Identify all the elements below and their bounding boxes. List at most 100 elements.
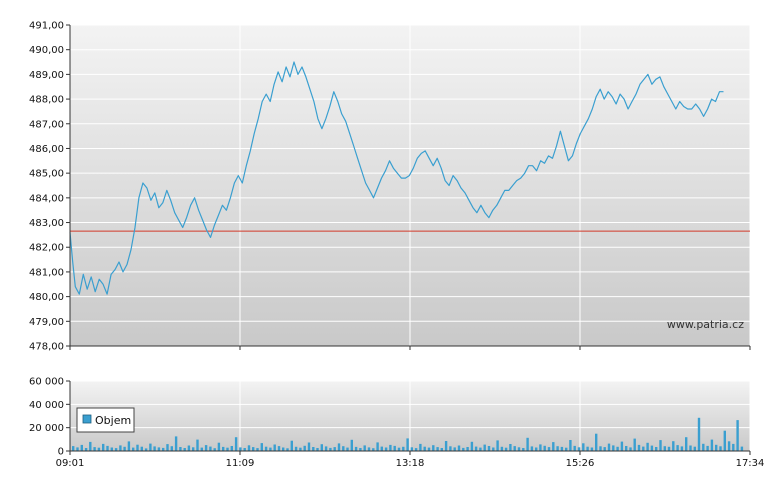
volume-bar bbox=[174, 436, 178, 451]
volume-bar bbox=[132, 447, 135, 451]
volume-bar bbox=[667, 446, 671, 451]
volume-bar bbox=[316, 448, 319, 451]
volume-bar bbox=[616, 446, 619, 451]
volume-bar bbox=[449, 446, 452, 451]
volume-bar bbox=[84, 448, 88, 451]
volume-bar bbox=[136, 444, 139, 451]
volume-bar bbox=[127, 441, 131, 451]
volume-bar bbox=[239, 447, 242, 451]
price-panel: 491,00 490,00 489,00 488,00 487,00 486,00 485,… bbox=[29, 21, 751, 353]
volume-bar bbox=[565, 447, 568, 451]
volume-bar bbox=[453, 447, 456, 451]
volume-bar bbox=[702, 443, 705, 451]
watermark: www.patria.cz bbox=[667, 318, 744, 331]
volume-bar bbox=[736, 420, 739, 451]
volume-bar bbox=[363, 445, 366, 451]
volume-bar bbox=[414, 448, 418, 451]
volume-bar bbox=[663, 446, 666, 451]
volume-bar bbox=[710, 439, 714, 451]
volume-bar bbox=[282, 447, 285, 451]
volume-bar bbox=[89, 441, 92, 451]
volume-bar bbox=[633, 438, 636, 451]
volume-bar bbox=[72, 446, 75, 451]
volume-bar bbox=[354, 446, 358, 451]
volume-bar bbox=[252, 447, 255, 451]
legend: Objem bbox=[76, 407, 135, 433]
volume-bar bbox=[97, 447, 101, 451]
volume-bar bbox=[260, 443, 263, 451]
volume-bar bbox=[483, 444, 486, 451]
volume-bar bbox=[427, 447, 431, 451]
volume-bar bbox=[672, 441, 675, 451]
price-y-tick-label: 486,00 bbox=[29, 144, 64, 155]
volume-bar bbox=[526, 437, 529, 451]
volume-bar bbox=[676, 445, 679, 451]
volume-panel: 60 000 40 000 20 000 009:01 11:09 13:18 15:26 1… bbox=[29, 377, 764, 470]
volume-bar bbox=[556, 446, 559, 451]
volume-bar bbox=[740, 446, 744, 451]
volume-bar bbox=[183, 448, 186, 451]
volume-bar bbox=[273, 444, 276, 451]
volume-bar bbox=[209, 446, 212, 451]
volume-bar bbox=[123, 446, 126, 451]
legend-label: Objem bbox=[95, 414, 131, 427]
volume-bar bbox=[329, 447, 332, 451]
price-y-tick-label: 491,00 bbox=[29, 21, 64, 32]
volume-bar bbox=[573, 445, 576, 451]
volume-bar bbox=[359, 448, 362, 451]
volume-bar bbox=[685, 437, 688, 451]
volume-bar bbox=[552, 442, 555, 451]
volume-bar bbox=[234, 437, 238, 451]
volume-bar bbox=[500, 446, 504, 451]
volume-bar bbox=[569, 440, 572, 451]
price-y-tick-label: 478,00 bbox=[29, 342, 64, 353]
volume-bar bbox=[277, 446, 281, 451]
volume-bar bbox=[179, 447, 182, 451]
volume-bar bbox=[342, 446, 345, 451]
price-y-tick-label: 483,00 bbox=[29, 218, 64, 229]
volume-bar bbox=[535, 447, 538, 451]
volume-bar bbox=[727, 441, 731, 451]
volume-y-tick-label: 60 000 bbox=[29, 377, 64, 388]
volume-bar bbox=[655, 447, 658, 451]
volume-bar bbox=[509, 444, 512, 451]
price-y-tick-label: 484,00 bbox=[29, 193, 64, 204]
volume-y-tick-label: 20 000 bbox=[29, 423, 64, 434]
price-y-tick-label: 487,00 bbox=[29, 119, 64, 130]
volume-bar bbox=[625, 446, 628, 451]
volume-bar bbox=[462, 447, 465, 451]
volume-bar bbox=[166, 444, 169, 451]
volume-bar bbox=[93, 447, 96, 451]
volume-bar bbox=[200, 447, 203, 451]
volume-bar bbox=[517, 447, 521, 451]
price-y-tick-label: 489,00 bbox=[29, 70, 64, 81]
volume-bar bbox=[157, 447, 161, 451]
volume-bar bbox=[380, 446, 383, 451]
volume-bar bbox=[230, 446, 233, 451]
volume-bar bbox=[646, 442, 649, 451]
volume-bar bbox=[423, 446, 426, 451]
volume-bar bbox=[320, 444, 323, 451]
price-series-line bbox=[69, 61, 724, 295]
volume-bar bbox=[346, 447, 349, 451]
volume-bar bbox=[299, 447, 302, 451]
volume-bar bbox=[290, 440, 293, 451]
volume-bar bbox=[693, 446, 696, 451]
price-y-tick-label: 490,00 bbox=[29, 45, 64, 56]
volume-bar bbox=[372, 448, 375, 451]
volume-bar bbox=[367, 447, 371, 451]
volume-bar bbox=[689, 445, 692, 451]
volume-bar bbox=[144, 448, 148, 451]
volume-bar bbox=[470, 441, 474, 451]
volume-bar bbox=[650, 445, 654, 451]
volume-bar bbox=[577, 447, 581, 451]
volume-bar bbox=[513, 446, 516, 451]
volume-bar bbox=[384, 447, 388, 451]
volume-bar bbox=[333, 447, 336, 451]
volume-bar bbox=[582, 443, 585, 451]
volume-bar bbox=[432, 445, 435, 451]
volume-bar bbox=[389, 444, 392, 451]
volume-bar bbox=[547, 447, 551, 451]
volume-bar bbox=[637, 444, 641, 451]
